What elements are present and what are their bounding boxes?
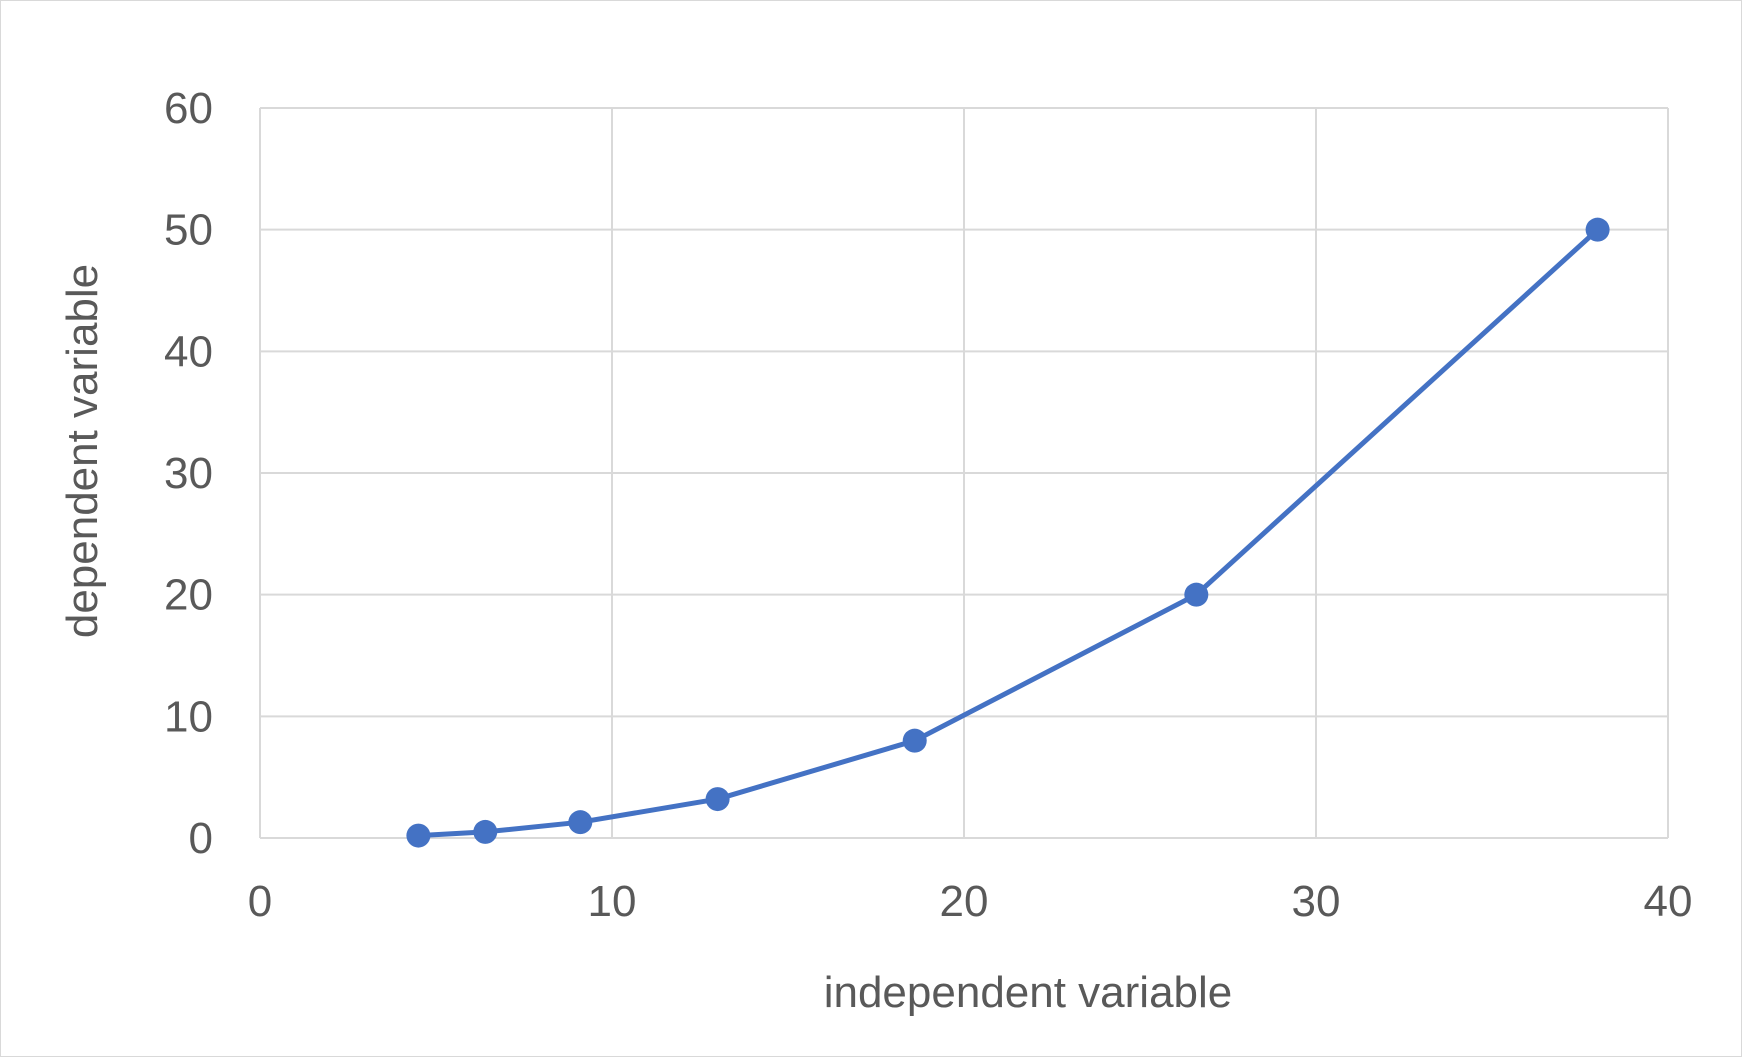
data-point	[1585, 217, 1610, 242]
y-axis-title: dependent variable	[58, 264, 107, 638]
data-point	[902, 728, 927, 753]
x-tick-label: 10	[588, 877, 637, 926]
x-tick-label: 30	[1292, 877, 1341, 926]
data-point	[1184, 582, 1209, 607]
grid-lines	[259, 107, 1669, 839]
y-tick-label: 10	[164, 692, 213, 741]
data-point	[568, 810, 593, 835]
y-tick-label: 0	[189, 814, 213, 863]
y-tick-label: 40	[164, 327, 213, 376]
x-tick-label: 20	[940, 877, 989, 926]
y-tick-label: 30	[164, 449, 213, 498]
x-tick-label: 0	[248, 877, 272, 926]
data-point	[406, 823, 431, 848]
y-tick-label: 20	[164, 571, 213, 620]
series-group	[406, 217, 1610, 848]
data-point	[705, 787, 730, 812]
data-point	[473, 819, 498, 844]
y-axis-ticks: 0 10 20 30 40 50 60	[164, 84, 213, 863]
y-tick-label: 60	[164, 84, 213, 133]
x-axis-title: independent variable	[824, 968, 1233, 1017]
x-axis-ticks: 0 10 20 30 40	[248, 877, 1693, 926]
y-tick-label: 50	[164, 206, 213, 255]
series-line	[415, 227, 1601, 839]
x-tick-label: 40	[1644, 877, 1693, 926]
